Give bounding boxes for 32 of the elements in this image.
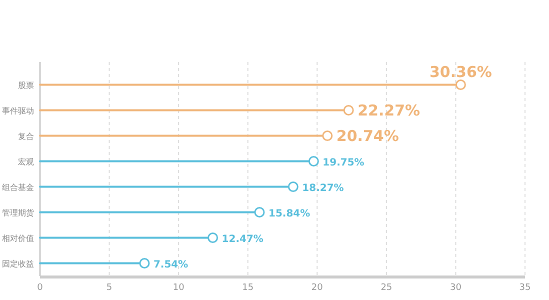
point	[343, 105, 354, 116]
y-tick-label: 管理期货	[2, 208, 34, 218]
data-label: 15.84%	[268, 208, 310, 220]
y-tick-label: 组合基金	[2, 182, 34, 192]
x-tick-label: 25	[380, 283, 392, 293]
x-tick-label: 35	[519, 283, 531, 293]
x-tick-label: 15	[242, 283, 254, 293]
point	[208, 232, 218, 243]
data-label: 22.27%	[358, 101, 420, 120]
y-tick-label: 固定收益	[2, 259, 34, 268]
x-tick-label: 10	[172, 283, 185, 293]
y-tick-label: 股票	[18, 80, 34, 90]
x-tick-label: 20	[311, 283, 324, 293]
point	[254, 207, 265, 218]
point	[455, 80, 466, 90]
data-label: 18.27%	[302, 182, 344, 194]
data-label: 19.75%	[322, 157, 364, 168]
data-label: 20.74%	[336, 126, 399, 145]
x-tick-label: 5	[106, 283, 112, 293]
y-tick-label: 宏观	[18, 157, 34, 166]
point	[308, 156, 319, 166]
y-tick-label: 事件驱动	[2, 106, 34, 116]
data-label: 7.54%	[153, 259, 188, 270]
y-tick-label: 复合	[18, 132, 34, 141]
data-label: 12.47%	[222, 234, 264, 245]
point	[288, 182, 298, 192]
x-tick-label: 30	[450, 283, 462, 293]
point	[322, 130, 333, 141]
y-tick-label: 相对价值	[2, 234, 34, 243]
x-tick-label: 0	[37, 283, 44, 293]
point	[139, 258, 150, 268]
data-label: 30.36%	[429, 62, 492, 81]
